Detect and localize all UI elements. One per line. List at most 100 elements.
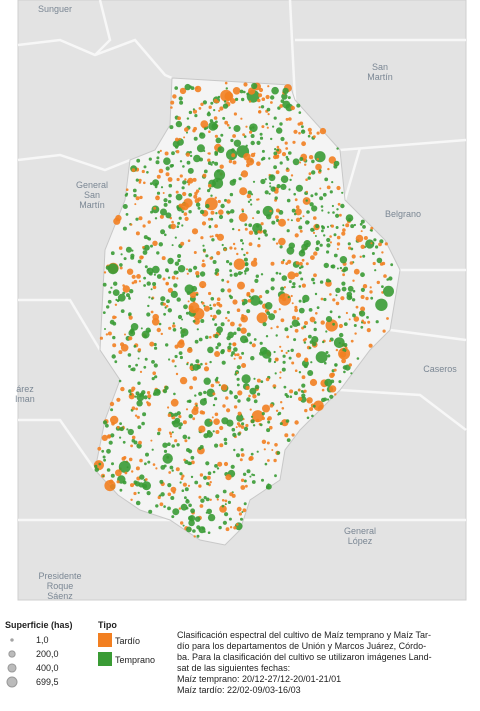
field-dot bbox=[315, 312, 318, 315]
field-dot bbox=[291, 361, 295, 365]
field-dot bbox=[273, 116, 277, 120]
field-dot bbox=[311, 414, 314, 418]
field-dot bbox=[198, 528, 201, 531]
field-dot bbox=[106, 448, 111, 454]
field-dot bbox=[112, 335, 116, 340]
field-dot bbox=[241, 97, 245, 102]
field-dot bbox=[153, 363, 158, 368]
field-dot bbox=[188, 519, 195, 527]
field-dot bbox=[371, 241, 375, 245]
field-dot bbox=[330, 379, 335, 384]
field-dot bbox=[192, 529, 196, 533]
field-dot bbox=[205, 203, 210, 209]
field-dot bbox=[179, 481, 182, 484]
field-dot bbox=[211, 235, 214, 238]
description-line: Maíz temprano: 20/12-27/12-20/01-21/01 bbox=[177, 674, 341, 684]
field-dot bbox=[350, 372, 353, 375]
description-line: Maíz tardío: 22/02-09/03-16/03 bbox=[177, 685, 301, 695]
field-dot bbox=[214, 271, 218, 275]
field-dot bbox=[282, 354, 286, 358]
field-dot bbox=[215, 309, 222, 315]
field-dot bbox=[167, 276, 171, 279]
field-dot bbox=[114, 303, 118, 306]
field-dot bbox=[201, 263, 206, 268]
field-dot bbox=[350, 224, 355, 229]
field-dot bbox=[187, 300, 190, 303]
field-dot bbox=[177, 258, 181, 263]
field-dot bbox=[133, 491, 137, 496]
field-dot bbox=[158, 322, 162, 326]
field-dot bbox=[323, 262, 329, 269]
field-dot bbox=[133, 193, 137, 198]
field-dot bbox=[126, 293, 130, 298]
field-dot bbox=[280, 260, 285, 265]
field-dot bbox=[302, 158, 307, 162]
field-dot bbox=[176, 150, 180, 154]
field-dot bbox=[304, 321, 308, 325]
field-dot bbox=[299, 161, 302, 164]
field-dot bbox=[265, 122, 269, 126]
field-dot bbox=[272, 237, 276, 241]
field-dot bbox=[282, 100, 291, 109]
field-dot bbox=[103, 271, 107, 274]
field-dot bbox=[198, 495, 202, 499]
field-dot bbox=[174, 261, 180, 266]
field-dot bbox=[184, 487, 189, 492]
field-dot bbox=[227, 345, 232, 350]
field-dot bbox=[246, 309, 251, 314]
field-dot bbox=[277, 154, 280, 157]
field-dot bbox=[229, 269, 233, 273]
field-dot bbox=[281, 152, 287, 157]
field-dot bbox=[305, 178, 308, 181]
field-dot bbox=[248, 394, 251, 398]
field-dot bbox=[131, 406, 136, 411]
field-dot bbox=[317, 406, 322, 410]
field-dot bbox=[286, 438, 291, 442]
field-dot bbox=[279, 245, 283, 249]
field-dot bbox=[208, 130, 211, 133]
field-dot bbox=[368, 343, 373, 348]
field-dot bbox=[267, 483, 270, 486]
field-dot bbox=[307, 134, 311, 138]
field-dot bbox=[299, 261, 303, 266]
field-dot bbox=[214, 152, 218, 156]
field-dot bbox=[274, 196, 278, 200]
field-dot bbox=[342, 268, 346, 273]
field-dot bbox=[135, 178, 139, 182]
field-dot bbox=[240, 485, 246, 490]
field-dot bbox=[256, 140, 261, 145]
field-dot bbox=[184, 178, 187, 181]
field-dot bbox=[167, 257, 174, 265]
field-dot bbox=[222, 116, 226, 120]
field-dot bbox=[273, 458, 277, 463]
field-dot bbox=[240, 517, 243, 521]
field-dot bbox=[166, 269, 169, 273]
field-dot bbox=[203, 366, 210, 372]
field-dot bbox=[242, 133, 246, 137]
field-dot bbox=[246, 469, 251, 474]
field-dot bbox=[170, 486, 177, 493]
field-dot bbox=[119, 422, 122, 425]
field-dot bbox=[186, 498, 189, 502]
field-dot bbox=[179, 376, 188, 385]
field-dot bbox=[125, 192, 129, 196]
field-dot bbox=[268, 157, 271, 160]
field-dot bbox=[245, 144, 248, 147]
field-dot bbox=[107, 331, 112, 336]
field-dot bbox=[207, 158, 211, 162]
field-dot bbox=[306, 416, 310, 420]
field-dot bbox=[182, 434, 188, 440]
field-dot bbox=[282, 259, 285, 262]
field-dot bbox=[184, 496, 187, 500]
field-dot bbox=[245, 423, 249, 428]
field-dot bbox=[202, 244, 205, 247]
field-dot bbox=[276, 184, 281, 189]
field-dot bbox=[152, 282, 157, 286]
field-dot bbox=[127, 428, 134, 436]
field-dot bbox=[286, 167, 289, 170]
field-dot bbox=[133, 440, 138, 445]
field-dot bbox=[176, 297, 181, 302]
field-dot bbox=[151, 448, 154, 451]
field-dot bbox=[176, 225, 180, 228]
field-dot bbox=[291, 433, 295, 437]
